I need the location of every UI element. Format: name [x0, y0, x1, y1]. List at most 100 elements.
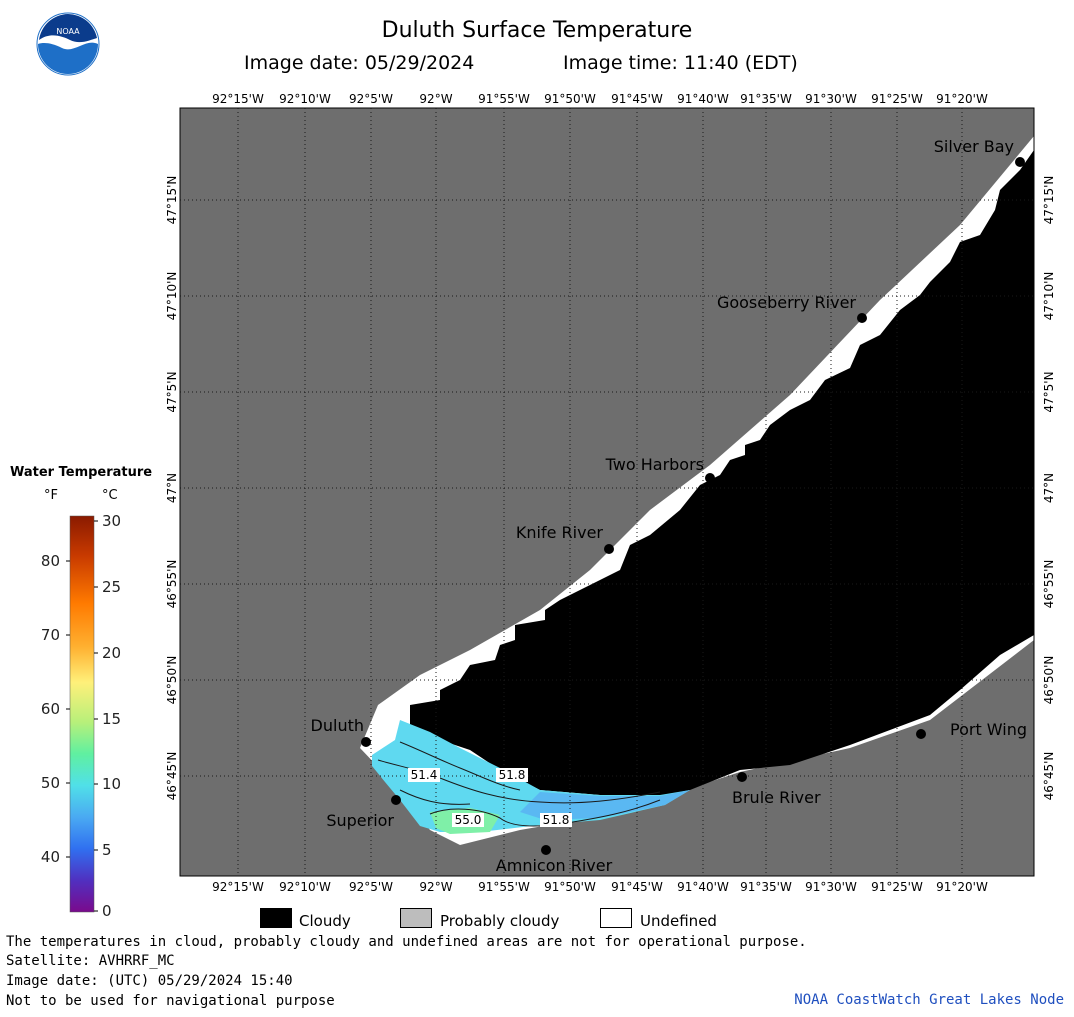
undefined-label: Undefined: [640, 912, 717, 930]
longitude-labels-top: 92°15'W 92°10'W 92°5'W 92°W 91°55'W 91°50'W 91…: [212, 92, 988, 106]
latitude-label: 47°N: [1042, 473, 1056, 503]
probably-cloudy-label: Probably cloudy: [440, 912, 560, 930]
place-label: Silver Bay: [934, 137, 1014, 156]
place-marker-icon: [916, 729, 926, 739]
longitude-label: 91°30'W: [805, 880, 857, 894]
utc-date-text: Image date: (UTC) 05/29/2024 15:40: [6, 973, 293, 989]
longitude-label: 91°50'W: [544, 880, 596, 894]
colorbar-gradient: [69, 515, 95, 913]
latitude-labels-left: 47°15'N 47°10'N 47°5'N 47°N 46°55'N 46°50'N 46…: [165, 176, 179, 801]
longitude-label: 92°10'W: [279, 880, 331, 894]
latitude-label: 47°N: [165, 473, 179, 503]
satellite-text: Satellite: AVHRRF_MC: [6, 953, 175, 969]
celsius-tick-label: 25: [102, 578, 121, 596]
place-marker-icon: [361, 737, 371, 747]
latitude-label: 46°50'N: [165, 656, 179, 705]
probably-cloudy-swatch: [400, 908, 432, 928]
graticule: [180, 108, 1034, 876]
contour-label-box: [408, 768, 440, 782]
celsius-tick-label: 20: [102, 644, 121, 662]
latitude-label: 47°10'N: [1042, 272, 1056, 321]
longitude-label: 91°40'W: [677, 92, 729, 106]
place-label: Knife River: [516, 523, 604, 542]
latitude-label: 47°5'N: [1042, 371, 1056, 412]
cloudy-swatch: [260, 908, 292, 928]
longitude-label: 91°25'W: [871, 92, 923, 106]
longitude-labels-bottom: 92°15'W 92°10'W 92°5'W 92°W 91°55'W 91°50'W 91…: [212, 880, 988, 894]
longitude-label: 91°35'W: [740, 880, 792, 894]
cloudy-area: [410, 150, 1034, 800]
latitude-label: 46°55'N: [165, 560, 179, 609]
latitude-label: 47°5'N: [165, 371, 179, 412]
place-label: Brule River: [732, 788, 821, 807]
longitude-label: 91°20'W: [936, 880, 988, 894]
latitude-label: 46°45'N: [165, 752, 179, 801]
celsius-tick-label: 10: [102, 775, 121, 793]
place-label: Duluth: [311, 716, 364, 735]
map-frame: [179, 107, 1035, 877]
place-marker-icon: [737, 772, 747, 782]
fahrenheit-tick-label: 80: [41, 552, 60, 570]
longitude-label: 91°40'W: [677, 880, 729, 894]
place-marker-icon: [391, 795, 401, 805]
longitude-label: 91°45'W: [611, 92, 663, 106]
place-label: Gooseberry River: [717, 293, 856, 312]
latitude-labels-right: 47°15'N 47°10'N 47°5'N 47°N 46°55'N 46°50'N 46…: [1042, 176, 1056, 801]
contour-label-box: [540, 813, 572, 827]
credit-link[interactable]: NOAA CoastWatch Great Lakes Node: [794, 992, 1064, 1008]
cloudy-label: Cloudy: [299, 912, 351, 930]
place-marker-icon: [705, 473, 715, 483]
place-label: Two Harbors: [605, 455, 704, 474]
latitude-label: 47°10'N: [165, 272, 179, 321]
contour-label-box: [496, 768, 528, 782]
longitude-label: 92°10'W: [279, 92, 331, 106]
legend-unit-fahrenheit: °F: [44, 488, 58, 503]
legend-title: Water Temperature: [10, 465, 153, 480]
place-marker-icon: [541, 845, 551, 855]
latitude-label: 47°15'N: [1042, 176, 1056, 225]
fahrenheit-tick-label: 70: [41, 626, 60, 644]
longitude-label: 91°45'W: [611, 880, 663, 894]
place-label: Superior: [326, 811, 394, 830]
sst-blue-area: [520, 790, 690, 820]
longitude-label: 92°W: [419, 880, 452, 894]
longitude-label: 92°5'W: [349, 880, 393, 894]
contour-value-labels: 51.4 51.8 55.0 51.8: [408, 768, 572, 827]
longitude-label: 92°15'W: [212, 880, 264, 894]
place-marker-icon: [1015, 157, 1025, 167]
noaa-logo-icon: NOAA: [36, 12, 100, 76]
longitude-label: 91°55'W: [478, 880, 530, 894]
place-marker-icon: [604, 544, 614, 554]
longitude-label: 92°5'W: [349, 92, 393, 106]
image-date: Image date: 05/29/2024: [244, 52, 475, 74]
legend-unit-celsius: °C: [102, 488, 118, 503]
longitude-label: 92°W: [419, 92, 452, 106]
fahrenheit-tick-label: 40: [41, 848, 60, 866]
place-markers: Silver Bay Gooseberry River Two Harbors Kni…: [311, 137, 1027, 875]
celsius-tick-label: 0: [102, 902, 112, 920]
contour-lines: [377, 741, 661, 827]
celsius-tick-label: 30: [102, 512, 121, 530]
celsius-tick-label: 15: [102, 710, 121, 728]
latitude-label: 47°15'N: [165, 176, 179, 225]
longitude-label: 91°20'W: [936, 92, 988, 106]
latitude-label: 46°45'N: [1042, 752, 1056, 801]
image-time: Image time: 11:40 (EDT): [563, 52, 798, 74]
navigation-warning: Not to be used for navigational purpose: [6, 993, 335, 1009]
latitude-label: 46°50'N: [1042, 656, 1056, 705]
latitude-label: 46°55'N: [1042, 560, 1056, 609]
celsius-tick-label: 5: [102, 841, 112, 859]
contour-label: 51.4: [411, 768, 438, 782]
place-marker-icon: [857, 313, 867, 323]
contour-label: 51.8: [543, 813, 570, 827]
longitude-label: 91°30'W: [805, 92, 857, 106]
longitude-label: 91°35'W: [740, 92, 792, 106]
longitude-label: 91°50'W: [544, 92, 596, 106]
fahrenheit-tick-label: 60: [41, 700, 60, 718]
longitude-label: 91°55'W: [478, 92, 530, 106]
contour-label-box: [452, 813, 484, 827]
contour-label: 51.8: [499, 768, 526, 782]
